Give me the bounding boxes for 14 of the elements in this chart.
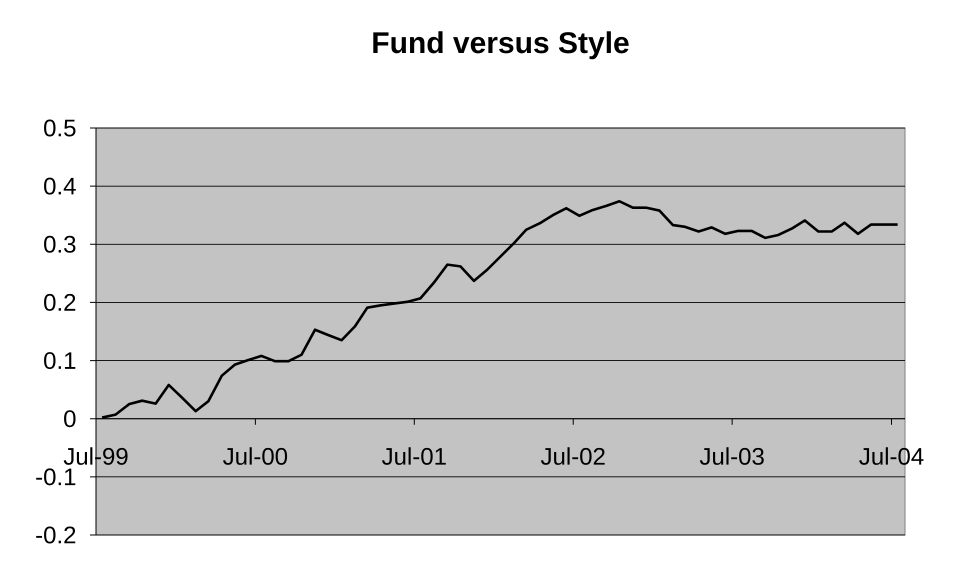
y-tick-label: -0.1 bbox=[36, 468, 76, 486]
x-tick-label: Jul-01 bbox=[382, 447, 446, 465]
x-tick-label: Jul-00 bbox=[223, 447, 288, 465]
y-tick-label: 0.3 bbox=[44, 236, 76, 253]
chart-title: Fund versus Style bbox=[373, 31, 629, 60]
y-tick-label: 0.4 bbox=[44, 178, 76, 195]
y-tick-label: 0 bbox=[64, 410, 76, 428]
x-tick-label: Jul-02 bbox=[540, 447, 605, 465]
y-tick-label: -0.2 bbox=[36, 526, 76, 544]
y-tick-label: 0.5 bbox=[44, 119, 76, 136]
y-tick-label: 0.1 bbox=[44, 352, 76, 370]
x-tick-label: Jul-04 bbox=[859, 447, 924, 465]
x-tick-label: Jul-03 bbox=[700, 447, 764, 465]
y-tick-label: 0.2 bbox=[44, 294, 76, 311]
